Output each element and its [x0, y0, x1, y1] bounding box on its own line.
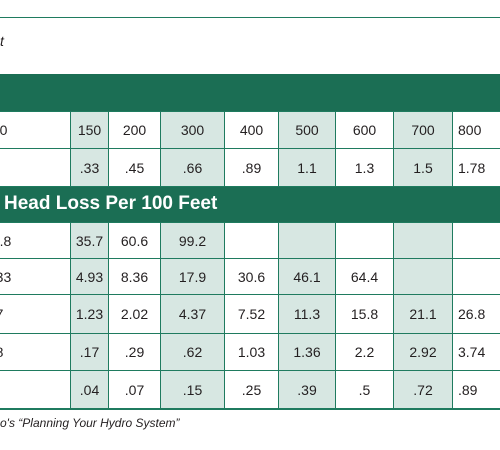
table-subtitle: t [0, 33, 4, 49]
loss-cell: .89 [452, 370, 500, 410]
loss-cell: 2.33 [0, 258, 71, 295]
header-cell: 200 [108, 111, 161, 149]
loss-cell: 30.6 [224, 258, 279, 295]
top-rule [0, 17, 500, 18]
loss-cell: 99.2 [160, 222, 225, 259]
loss-cell [224, 222, 279, 259]
loss-cell: 46.1 [278, 258, 336, 295]
bottom-rule [0, 408, 500, 409]
loss-cell: .5 [335, 370, 394, 410]
value-cell: 1.78 [452, 148, 500, 187]
loss-cell: 1.23 [70, 294, 109, 334]
loss-cell: 21.1 [393, 294, 453, 334]
loss-cell [393, 222, 453, 259]
header-cell: 800 [452, 111, 500, 149]
loss-cell [452, 222, 500, 259]
value-cell: 1.5 [393, 148, 453, 187]
value-cell: .33 [70, 148, 109, 187]
loss-cell: 1.03 [224, 333, 279, 371]
loss-cell: .39 [278, 370, 336, 410]
header-cell: 400 [224, 111, 279, 149]
loss-cell: 2.92 [393, 333, 453, 371]
value-cell: 1.1 [278, 148, 336, 187]
loss-cell [278, 222, 336, 259]
loss-cell: .62 [160, 333, 225, 371]
loss-cell: 2.2 [335, 333, 394, 371]
value-cell: .45 [108, 148, 161, 187]
loss-cell: .15 [160, 370, 225, 410]
loss-cell: 26.8 [452, 294, 500, 334]
header-cell: 100 [0, 111, 71, 149]
loss-cell: 7.52 [224, 294, 279, 334]
loss-cell: .07 [108, 370, 161, 410]
loss-cell [393, 258, 453, 295]
loss-cell: .04 [70, 370, 109, 410]
loss-cell: 3.74 [452, 333, 500, 371]
section-title: Head Loss Per 100 Feet [4, 193, 218, 214]
loss-cell [335, 222, 394, 259]
loss-cell: 1.36 [278, 333, 336, 371]
loss-cell: 2.02 [108, 294, 161, 334]
loss-cell [0, 370, 71, 410]
loss-cell: 8.36 [108, 258, 161, 295]
loss-cell: 16.8 [0, 222, 71, 259]
loss-cell: 35.7 [70, 222, 109, 259]
section-band: Head Loss Per 100 Feet [0, 186, 500, 223]
loss-cell: 15.8 [335, 294, 394, 334]
header-band [0, 74, 500, 111]
loss-cell: 4.37 [160, 294, 225, 334]
header-cell: 300 [160, 111, 225, 149]
loss-cell [452, 258, 500, 295]
value-cell: 1.3 [335, 148, 394, 187]
header-cell: 600 [335, 111, 394, 149]
header-cell: 500 [278, 111, 336, 149]
loss-cell: .29 [108, 333, 161, 371]
value-cell: .89 [224, 148, 279, 187]
value-cell: .66 [160, 148, 225, 187]
loss-cell: 17.9 [160, 258, 225, 295]
loss-cell: .08 [0, 333, 71, 371]
source-note: o's “Planning Your Hydro System” [0, 416, 180, 430]
loss-cell: .72 [393, 370, 453, 410]
loss-cell: .17 [70, 333, 109, 371]
loss-cell: .57 [0, 294, 71, 334]
loss-cell: .25 [224, 370, 279, 410]
loss-cell: 4.93 [70, 258, 109, 295]
loss-cell: 11.3 [278, 294, 336, 334]
header-cell: 700 [393, 111, 453, 149]
header-cell: 150 [70, 111, 109, 149]
loss-cell: 60.6 [108, 222, 161, 259]
loss-cell: 64.4 [335, 258, 394, 295]
value-cell: .2 [0, 148, 71, 187]
